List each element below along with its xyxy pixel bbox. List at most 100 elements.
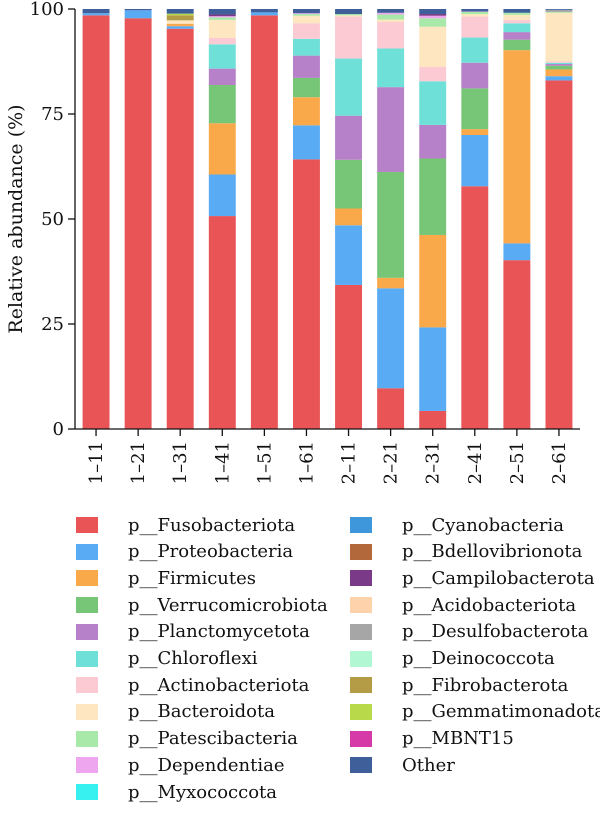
bar-segment-8-7	[419, 26, 447, 67]
bar-segment-5-20	[292, 9, 320, 14]
bar-segment-5-3	[292, 77, 320, 98]
legend-item-1: p__Proteobacteria	[76, 540, 293, 564]
legend-label-6: p__Actinobacteriota	[128, 674, 310, 696]
x-tick-label-10: 2–51	[507, 441, 528, 484]
legend-item-15: p__Desulfobacterota	[350, 620, 588, 644]
legend-label-12: p__Bdellovibrionota	[402, 541, 583, 563]
bar-segment-9-7	[461, 14, 489, 17]
bar-segment-9-4	[461, 62, 489, 89]
legend-swatch-2	[76, 570, 98, 587]
bars-layer	[82, 9, 573, 430]
bar-segment-2-20	[166, 9, 194, 14]
legend-item-11: p__Cyanobacteria	[350, 513, 564, 537]
bar-segment-9-2	[461, 129, 489, 135]
bar-segment-3-7	[208, 19, 236, 38]
legend-label-1: p__Proteobacteria	[128, 541, 294, 563]
legend-swatch-4	[76, 623, 98, 640]
bar-segment-6-20	[335, 9, 363, 15]
bar-segment-2-1	[166, 26, 194, 29]
x-tick-label-2: 1–31	[170, 441, 191, 484]
bar-segment-1-0	[124, 18, 152, 430]
legend-label-4: p__Planctomycetota	[128, 621, 310, 643]
legend-item-10: p__Myxococcota	[76, 780, 277, 804]
legend-label-0: p__Fusobacteriota	[128, 514, 296, 536]
bar-segment-8-2	[419, 234, 447, 328]
legend-swatch-17	[350, 677, 372, 694]
bar-segment-9-20	[461, 9, 489, 12]
legend-label-17: p__Fibrobacterota	[402, 674, 569, 696]
y-tick-label-1: 25	[41, 314, 64, 335]
bar-segment-7-8	[377, 14, 405, 20]
bar-segment-7-2	[377, 277, 405, 289]
legend-label-14: p__Acidobacteriota	[402, 594, 577, 616]
legend-label-7: p__Bacteroidota	[128, 701, 275, 723]
legend-swatch-12	[350, 543, 372, 560]
legend-item-3: p__Verrucomicrobiota	[76, 593, 328, 617]
y-tick-label-0: 0	[53, 419, 64, 440]
y-axis-label: Relative abundance (%)	[5, 104, 27, 333]
bar-segment-1-20	[124, 9, 152, 11]
bar-segment-11-0	[545, 80, 573, 430]
bar-segment-6-2	[335, 208, 363, 226]
bar-segment-10-6	[503, 19, 531, 24]
legend-swatch-5	[76, 650, 98, 667]
x-tick-label-0: 1–11	[86, 441, 107, 484]
legend-swatch-10	[76, 784, 98, 800]
x-tick-label-1: 1–21	[128, 441, 149, 484]
y-tick-label-2: 50	[41, 209, 64, 230]
legend-swatch-20	[350, 757, 372, 774]
bar-segment-2-17	[166, 15, 194, 21]
bar-segment-6-7	[335, 15, 363, 17]
bar-segment-5-8	[292, 14, 320, 16]
bar-segment-11-3	[545, 65, 573, 70]
bar-segment-8-0	[419, 410, 447, 429]
bar-segment-11-15	[545, 9, 573, 12]
legend-item-7: p__Bacteroidota	[76, 700, 275, 724]
bar-segment-5-0	[292, 159, 320, 430]
bar-segment-8-5	[419, 81, 447, 125]
bar-segment-6-3	[335, 159, 363, 209]
bar-segment-9-5	[461, 37, 489, 63]
bar-segment-3-4	[208, 68, 236, 86]
bar-segment-5-9	[292, 13, 320, 15]
legend-item-20: Other	[350, 753, 455, 777]
y-tick-label-4: 100	[30, 0, 64, 20]
y-tick-label-3: 75	[41, 104, 64, 125]
bar-segment-7-0	[377, 388, 405, 429]
bar-segment-10-1	[503, 243, 531, 261]
legend-item-13: p__Campilobacterota	[350, 566, 595, 590]
legend-label-15: p__Desulfobacterota	[402, 621, 589, 643]
bar-segment-3-5	[208, 44, 236, 69]
legend-item-17: p__Fibrobacterota	[350, 673, 568, 697]
legend-item-5: p__Chloroflexi	[76, 647, 258, 671]
x-tick-label-6: 2–11	[339, 441, 360, 484]
bar-segment-8-20	[419, 9, 447, 15]
legend-swatch-8	[76, 730, 98, 747]
bar-segment-0-1	[82, 13, 110, 16]
bar-segment-11-1	[545, 76, 573, 81]
legend-label-13: p__Campilobacterota	[402, 567, 595, 589]
legend-item-6: p__Actinobacteriota	[76, 673, 309, 697]
stacked-bar-chart: 0 25 50 75 100 1–11 1–21 1–31 1–41 1–51 1–61 2–11 2–…	[5, 0, 580, 484]
legend-swatch-18	[350, 703, 372, 720]
legend-swatch-16	[350, 650, 372, 667]
bar-segment-3-3	[208, 85, 236, 124]
bar-segment-7-20	[377, 9, 405, 13]
legend-label-18: p__Gemmatimonadota	[402, 701, 600, 723]
x-tick-label-5: 1–61	[296, 441, 317, 484]
bar-segment-9-8	[461, 11, 489, 15]
legend-label-16: p__Deinococcota	[402, 648, 555, 669]
legend-swatch-14	[350, 597, 372, 614]
legend-label-3: p__Verrucomicrobiota	[128, 594, 328, 616]
bar-segment-10-8	[503, 12, 531, 15]
bar-segment-2-7	[166, 20, 194, 24]
bar-segment-3-9	[208, 16, 236, 18]
bar-segment-7-4	[377, 87, 405, 172]
bar-segment-9-1	[461, 135, 489, 187]
legend-label-5: p__Chloroflexi	[128, 648, 258, 669]
legend-swatch-13	[350, 570, 372, 587]
legend-item-8: p__Patescibacteria	[76, 727, 298, 751]
bar-segment-6-0	[335, 284, 363, 429]
legend-item-12: p__Bdellovibrionota	[350, 540, 582, 564]
legend-item-0: p__Fusobacteriota	[76, 513, 295, 537]
